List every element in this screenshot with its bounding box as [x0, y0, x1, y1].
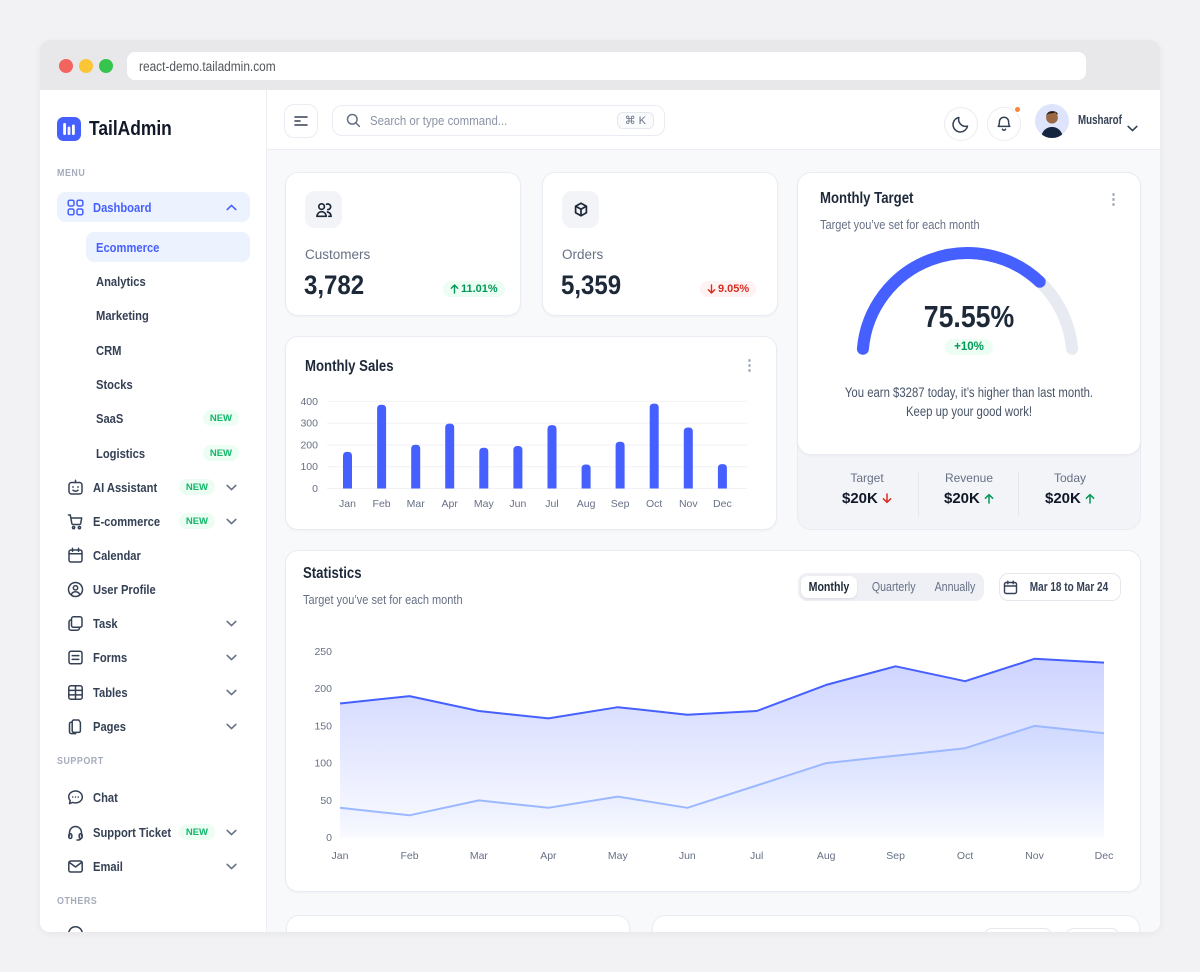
svg-text:Sep: Sep — [886, 850, 905, 862]
svg-text:0: 0 — [326, 832, 332, 844]
svg-text:Nov: Nov — [1025, 850, 1044, 862]
svg-text:Jul: Jul — [750, 850, 763, 862]
svg-text:Mar: Mar — [407, 498, 426, 510]
svg-text:Jan: Jan — [339, 498, 356, 510]
svg-text:Aug: Aug — [817, 850, 836, 862]
svg-text:Feb: Feb — [400, 850, 418, 862]
svg-text:100: 100 — [314, 758, 332, 770]
svg-text:Jan: Jan — [332, 850, 349, 862]
svg-text:Jul: Jul — [545, 498, 558, 510]
svg-text:Apr: Apr — [442, 498, 459, 510]
svg-text:Nov: Nov — [679, 498, 698, 510]
svg-text:Sep: Sep — [611, 498, 630, 510]
svg-text:Jun: Jun — [509, 498, 526, 510]
svg-text:Oct: Oct — [957, 850, 973, 862]
svg-text:Mar: Mar — [470, 850, 489, 862]
svg-text:Dec: Dec — [1095, 850, 1114, 862]
svg-text:400: 400 — [300, 396, 318, 408]
svg-text:100: 100 — [300, 461, 318, 473]
svg-text:May: May — [608, 850, 629, 862]
svg-text:Dec: Dec — [713, 498, 732, 510]
svg-text:Oct: Oct — [646, 498, 662, 510]
svg-text:Feb: Feb — [373, 498, 391, 510]
svg-text:150: 150 — [314, 720, 332, 732]
svg-text:Apr: Apr — [540, 850, 557, 862]
svg-text:50: 50 — [320, 795, 332, 807]
svg-text:200: 200 — [314, 683, 332, 695]
svg-text:250: 250 — [314, 646, 332, 658]
svg-text:May: May — [474, 498, 495, 510]
svg-text:0: 0 — [312, 483, 318, 495]
svg-text:Aug: Aug — [577, 498, 596, 510]
svg-text:200: 200 — [300, 440, 318, 452]
svg-text:Jun: Jun — [679, 850, 696, 862]
svg-text:300: 300 — [300, 418, 318, 430]
